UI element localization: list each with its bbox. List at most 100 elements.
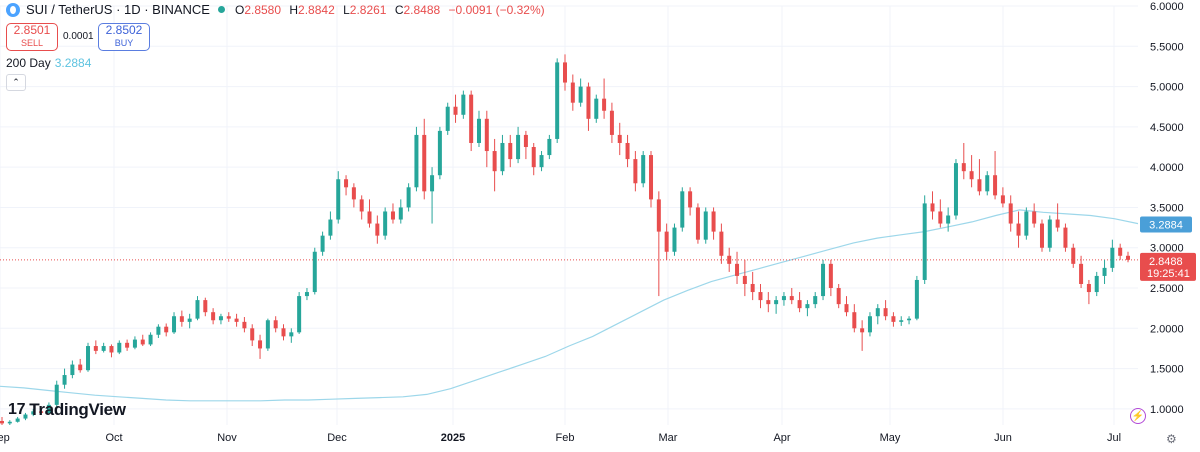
candle-body bbox=[359, 199, 364, 212]
candle-body bbox=[0, 420, 4, 424]
candle-body bbox=[805, 304, 810, 309]
candle-body bbox=[453, 106, 458, 115]
candle-body bbox=[476, 118, 481, 143]
candle-body bbox=[516, 134, 521, 160]
candle-body bbox=[656, 199, 661, 232]
y-tick-label: 3.0000 bbox=[1150, 243, 1184, 255]
candle-body bbox=[1055, 219, 1060, 228]
candle-body bbox=[336, 179, 341, 220]
open-value: 2.8580 bbox=[244, 2, 282, 17]
candle-body bbox=[555, 62, 560, 139]
y-tick-label: 5.0000 bbox=[1150, 82, 1184, 94]
low-value: 2.8261 bbox=[349, 2, 387, 17]
sui-coin-icon bbox=[6, 2, 20, 17]
sell-label: SELL bbox=[20, 38, 44, 48]
candle-body bbox=[953, 163, 958, 216]
high-value: 2.8842 bbox=[298, 2, 335, 17]
candle-body bbox=[1024, 211, 1029, 236]
candle-body bbox=[602, 98, 607, 111]
tradingview-logo[interactable]: 17 TradingView bbox=[8, 400, 126, 420]
candle-body bbox=[328, 219, 333, 236]
candle-body bbox=[109, 346, 114, 353]
collapse-legend-button[interactable]: ⌃ bbox=[6, 74, 26, 91]
candle-body bbox=[539, 155, 544, 168]
market-open-status-icon bbox=[217, 6, 225, 13]
candle-body bbox=[1102, 267, 1107, 276]
candle-body bbox=[1063, 227, 1068, 248]
settings-gear-icon[interactable]: ⚙ bbox=[1166, 432, 1177, 446]
candle-body bbox=[312, 251, 317, 293]
candle-body bbox=[31, 411, 36, 415]
candle-body bbox=[883, 308, 888, 317]
candle-body bbox=[703, 211, 708, 240]
candle-body bbox=[547, 138, 552, 156]
candle-body bbox=[563, 62, 567, 83]
candle-body bbox=[172, 316, 177, 333]
x-tick-label: Jun bbox=[994, 432, 1012, 444]
candle-body bbox=[1118, 247, 1123, 256]
candle-body bbox=[719, 231, 724, 256]
y-tick-label: 2.5000 bbox=[1150, 283, 1184, 295]
x-tick-label: Dec bbox=[327, 432, 347, 444]
candle-body bbox=[7, 421, 12, 424]
candle-body bbox=[578, 86, 583, 103]
candle-body bbox=[633, 159, 638, 184]
candle-body bbox=[258, 340, 263, 349]
buy-price: 2.8502 bbox=[105, 23, 143, 37]
candle-body bbox=[344, 179, 349, 188]
candle-body bbox=[383, 211, 388, 236]
x-tick-label: Feb bbox=[556, 432, 575, 444]
candle-body bbox=[1079, 263, 1084, 284]
candle-body bbox=[774, 300, 779, 305]
indicator-legend[interactable]: 200 Day 3.2884 bbox=[6, 56, 91, 70]
candle-body bbox=[1016, 223, 1021, 236]
candle-body bbox=[62, 375, 67, 385]
candle-body bbox=[750, 283, 755, 293]
x-tick-label: Apr bbox=[773, 432, 790, 444]
candle-body bbox=[484, 118, 489, 152]
candle-body bbox=[727, 255, 732, 264]
candle-body bbox=[46, 404, 51, 413]
candle-body bbox=[23, 414, 28, 419]
x-tick-label: Sep bbox=[0, 432, 10, 444]
candle-body bbox=[398, 207, 403, 220]
indicator-value: 3.2884 bbox=[54, 56, 92, 70]
candle-body bbox=[766, 300, 771, 305]
candle-body bbox=[860, 328, 865, 333]
candle-body bbox=[570, 82, 575, 103]
x-tick-label: May bbox=[880, 432, 901, 444]
candle-body bbox=[922, 203, 927, 280]
sell-button[interactable]: 2.8501 SELL bbox=[6, 23, 58, 51]
candle-body bbox=[1086, 283, 1091, 293]
candle-body bbox=[977, 179, 982, 192]
y-tick-label: 1.0000 bbox=[1150, 404, 1184, 416]
current-price-label-bg bbox=[1140, 252, 1196, 281]
candle-body bbox=[320, 235, 325, 252]
candle-body bbox=[78, 364, 83, 371]
candle-body bbox=[1094, 275, 1099, 293]
candle-body bbox=[414, 134, 419, 188]
candle-body bbox=[688, 191, 693, 208]
candle-body bbox=[265, 320, 270, 349]
candle-body bbox=[625, 142, 630, 160]
close-value: 2.8488 bbox=[403, 2, 441, 17]
candle-body bbox=[445, 106, 450, 131]
x-tick-label: 2025 bbox=[441, 432, 465, 444]
buy-button[interactable]: 2.8502 BUY bbox=[98, 23, 150, 51]
symbol-title[interactable]: SUI / TetherUS · 1D · BINANCE bbox=[26, 2, 210, 17]
buy-label: BUY bbox=[114, 38, 134, 48]
chart-header: SUI / TetherUS · 1D · BINANCE O2.8580 H2… bbox=[6, 2, 550, 17]
moving-average-line bbox=[0, 209, 1139, 402]
candle-body bbox=[15, 418, 20, 422]
candle-body bbox=[821, 263, 826, 297]
candle-body bbox=[609, 110, 614, 135]
bolt-icon[interactable]: ⚡ bbox=[1130, 408, 1146, 424]
candle-body bbox=[500, 142, 505, 172]
candle-body bbox=[891, 316, 896, 322]
candle-body bbox=[492, 151, 497, 172]
y-tick-label: 2.0000 bbox=[1150, 323, 1184, 335]
candle-body bbox=[437, 130, 442, 176]
candle-body bbox=[156, 326, 161, 335]
current-price-label: 2.8488 bbox=[1149, 256, 1183, 268]
